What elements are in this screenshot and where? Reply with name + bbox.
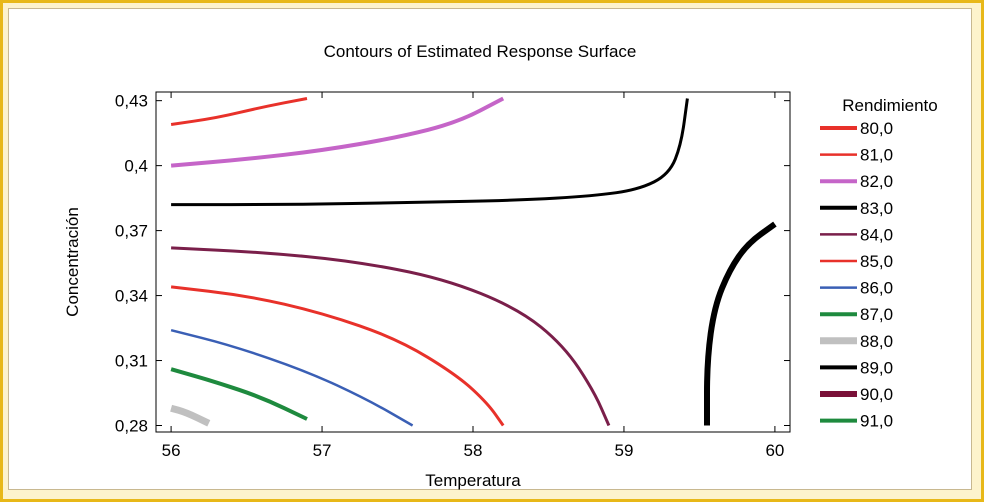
x-axis-label: Temperatura xyxy=(425,471,521,490)
legend-label: 85,0 xyxy=(860,252,893,271)
legend: 80,0 81,0 82,0 83,0 84,0 85,0 86,0 87,0 88,0 89,0… xyxy=(820,119,893,431)
legend-label: 83,0 xyxy=(860,199,893,218)
contour-line-6 xyxy=(170,328,414,427)
chart-title: Contours of Estimated Response Surface xyxy=(324,42,637,61)
legend-label: 80,0 xyxy=(860,119,893,138)
x-tick-label: 60 xyxy=(765,441,784,460)
legend-label: 86,0 xyxy=(860,279,893,298)
contour-line-4 xyxy=(171,246,611,427)
contour-line-8 xyxy=(170,404,211,427)
contour-line-9 xyxy=(704,221,777,426)
y-tick-label: 0,34 xyxy=(115,287,148,306)
legend-label: 87,0 xyxy=(860,305,893,324)
y-tick-label: 0,28 xyxy=(115,417,148,436)
y-axis-label: Concentración xyxy=(63,207,82,317)
legend-label: 90,0 xyxy=(860,385,893,404)
y-tick-label: 0,43 xyxy=(115,92,148,111)
legend-title: Rendimiento xyxy=(842,96,937,115)
legend-label: 84,0 xyxy=(860,225,893,244)
legend-label: 82,0 xyxy=(860,172,893,191)
contour-line-2 xyxy=(170,96,505,168)
plot-area xyxy=(155,91,791,433)
contour-line-5 xyxy=(170,285,505,427)
legend-label: 88,0 xyxy=(860,332,893,351)
contour-line-7 xyxy=(170,367,308,421)
legend-label: 89,0 xyxy=(860,358,893,377)
y-tick-label: 0,4 xyxy=(124,157,148,176)
legend-label: 91,0 xyxy=(860,412,893,431)
x-tick-label: 59 xyxy=(614,441,633,460)
y-tick-label: 0,31 xyxy=(115,352,148,371)
legend-label: 81,0 xyxy=(860,146,893,165)
y-tick-label: 0,37 xyxy=(115,222,148,241)
x-tick-label: 58 xyxy=(464,441,483,460)
contour-line-1 xyxy=(170,97,308,126)
x-tick-label: 56 xyxy=(162,441,181,460)
contour-line-3 xyxy=(171,98,689,207)
x-tick-label: 57 xyxy=(313,441,332,460)
